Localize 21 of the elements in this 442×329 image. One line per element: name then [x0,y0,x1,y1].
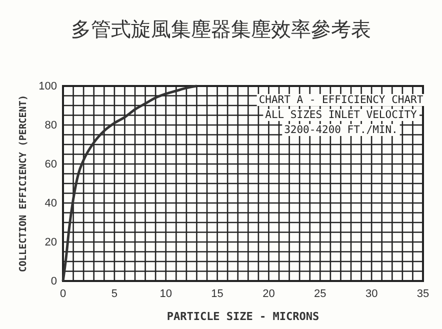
y-tick-label: 0 [50,276,57,288]
annotation: 3200-4200 FT./MIN. [284,124,398,136]
x-tick-label: 0 [60,288,66,300]
x-tick-label: 25 [314,288,326,300]
y-tick-label: 100 [38,80,57,93]
y-tick-label: 80 [44,120,57,132]
line-series [62,84,198,282]
y-axis-title: COLLECTION EFFICIENCY (PERCENT) [18,94,29,272]
y-tick-label: 60 [44,158,57,171]
x-tick-label: 10 [160,288,172,300]
y-tick-label: 40 [44,198,57,210]
x-tick-label: 20 [262,288,275,300]
x-tick-label: 30 [365,288,378,300]
x-tick-label: 35 [416,288,430,300]
x-axis-title: PARTICLE SIZE - MICRONS [166,310,320,323]
x-tick-label: 15 [211,288,224,300]
chart-title: 多管式旋風集塵器集塵效率參考表 [71,17,371,41]
annotation: CHART A - EFFICIENCY CHART [258,94,424,106]
y-tick-label: 20 [44,236,57,249]
annotation: ALL SIZES INLET VELOCITY [265,109,418,121]
x-tick-label: 5 [111,288,118,300]
